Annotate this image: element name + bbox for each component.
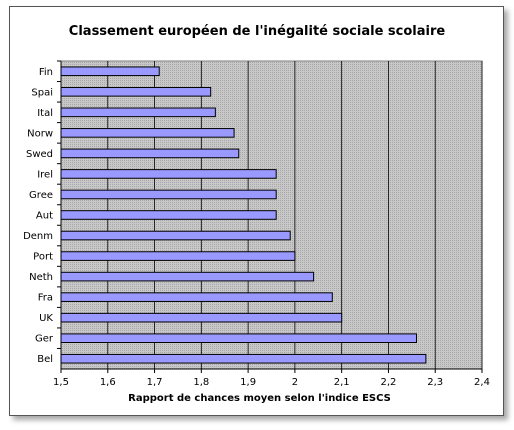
y-tick-label: Denm — [23, 231, 53, 242]
x-tick-label: 1,8 — [193, 377, 209, 388]
y-tick-label: Aut — [36, 211, 53, 222]
x-tick-label: 2,2 — [380, 377, 396, 388]
x-tick-label: 2,3 — [427, 377, 443, 388]
x-tick-label: 1,6 — [100, 377, 116, 388]
y-tick-label: Neth — [29, 272, 53, 283]
x-axis-title: Rapport de chances moyen selon l'indice … — [128, 393, 391, 404]
y-tick-label: Swed — [26, 149, 53, 160]
y-tick-label: Spai — [31, 87, 53, 98]
bars — [60, 66, 427, 364]
chart-title: Classement européen de l'inégalité socia… — [68, 24, 446, 39]
y-axis-labels: Fin Spai Ital Norw Swed Irel Gree Aut Denm Port Ne… — [23, 60, 61, 365]
x-axis-labels: 1,5 1,6 1,7 1,8 1,9 2 2,1 2,2 2,3 2,4 — [53, 369, 490, 388]
x-tick-label: 1,9 — [240, 377, 256, 388]
bar-denm — [60, 230, 291, 241]
y-tick-label: Ital — [37, 108, 53, 119]
y-tick-label: Port — [33, 252, 53, 263]
bar-uk — [60, 312, 343, 323]
bar-irel — [60, 169, 277, 179]
x-tick-label: 2,4 — [474, 377, 490, 388]
bar-norw — [60, 128, 235, 138]
bar-fin — [60, 66, 160, 77]
y-tick-label: Ger — [35, 334, 54, 345]
bar-gree — [60, 189, 277, 200]
bar-bel — [60, 353, 427, 364]
x-tick-label: 1,7 — [147, 377, 163, 388]
bar-port — [60, 251, 296, 261]
y-tick-label: Irel — [37, 169, 53, 180]
y-tick-label: UK — [39, 313, 53, 324]
bar-ital — [60, 107, 216, 118]
bar-ger — [60, 333, 418, 344]
y-tick-label: Fin — [39, 67, 53, 78]
y-tick-label: Bel — [37, 354, 53, 365]
x-tick-label: 2,1 — [334, 377, 350, 388]
x-tick-label: 2 — [292, 377, 298, 388]
x-tick-label: 1,5 — [53, 377, 69, 388]
y-tick-label: Norw — [27, 128, 53, 139]
bar-neth — [60, 271, 315, 282]
bar-swed — [60, 148, 240, 159]
y-tick-label: Fra — [38, 293, 53, 304]
bar-aut — [60, 210, 277, 220]
bar-fra — [60, 292, 333, 302]
y-tick-label: Gree — [29, 190, 53, 201]
bar-spai — [60, 86, 212, 97]
